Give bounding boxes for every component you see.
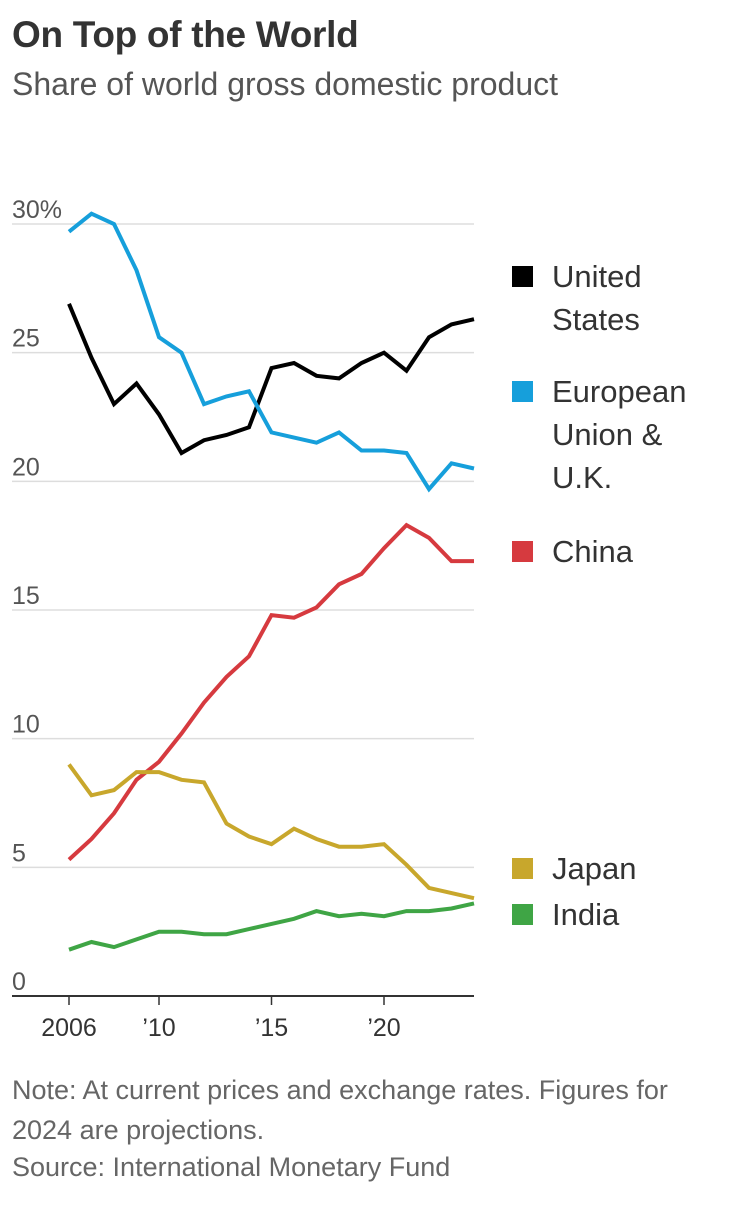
legend-label: Union &	[552, 417, 663, 452]
chart-title: On Top of the World	[12, 14, 359, 55]
legend-swatch	[512, 904, 533, 925]
x-tick-label: ’20	[367, 1014, 400, 1042]
legend-label: States	[552, 302, 640, 337]
chart-note: Note: At current prices and exchange rat…	[12, 1075, 668, 1145]
y-tick-label: 30%	[12, 196, 62, 224]
series-line	[67, 522, 474, 862]
chart-subtitle: Share of world gross domestic product	[12, 66, 559, 102]
y-tick-label: 25	[12, 325, 40, 353]
legend-label: India	[552, 897, 620, 932]
legend-label: United	[552, 259, 642, 294]
legend-swatch	[512, 858, 533, 879]
chart-source: Source: International Monetary Fund	[12, 1152, 451, 1182]
legend-swatch	[512, 266, 533, 287]
line-chart: 30% 25 20 15 10 5 0 2006 ’10 ’15 ’20 United States Eu…	[12, 196, 686, 1042]
legend-swatch	[512, 541, 533, 562]
legend-label: Japan	[552, 851, 636, 886]
y-tick-label: 15	[12, 582, 40, 610]
legend-label: China	[552, 534, 634, 569]
x-tick-label: 2006	[41, 1014, 97, 1042]
legend-label: European	[552, 374, 686, 409]
y-tick-label: 10	[12, 711, 40, 739]
y-tick-label: 0	[12, 968, 26, 996]
series-line	[67, 763, 475, 901]
x-tick-label: ’10	[142, 1014, 175, 1042]
y-tick-label: 5	[12, 839, 26, 867]
series-line	[67, 303, 475, 456]
legend-label: U.K.	[552, 460, 612, 495]
series-line	[67, 211, 475, 493]
y-tick-label: 20	[12, 453, 40, 481]
series-line	[68, 901, 475, 952]
legend-swatch	[512, 381, 533, 402]
x-tick-label: ’15	[255, 1014, 288, 1042]
